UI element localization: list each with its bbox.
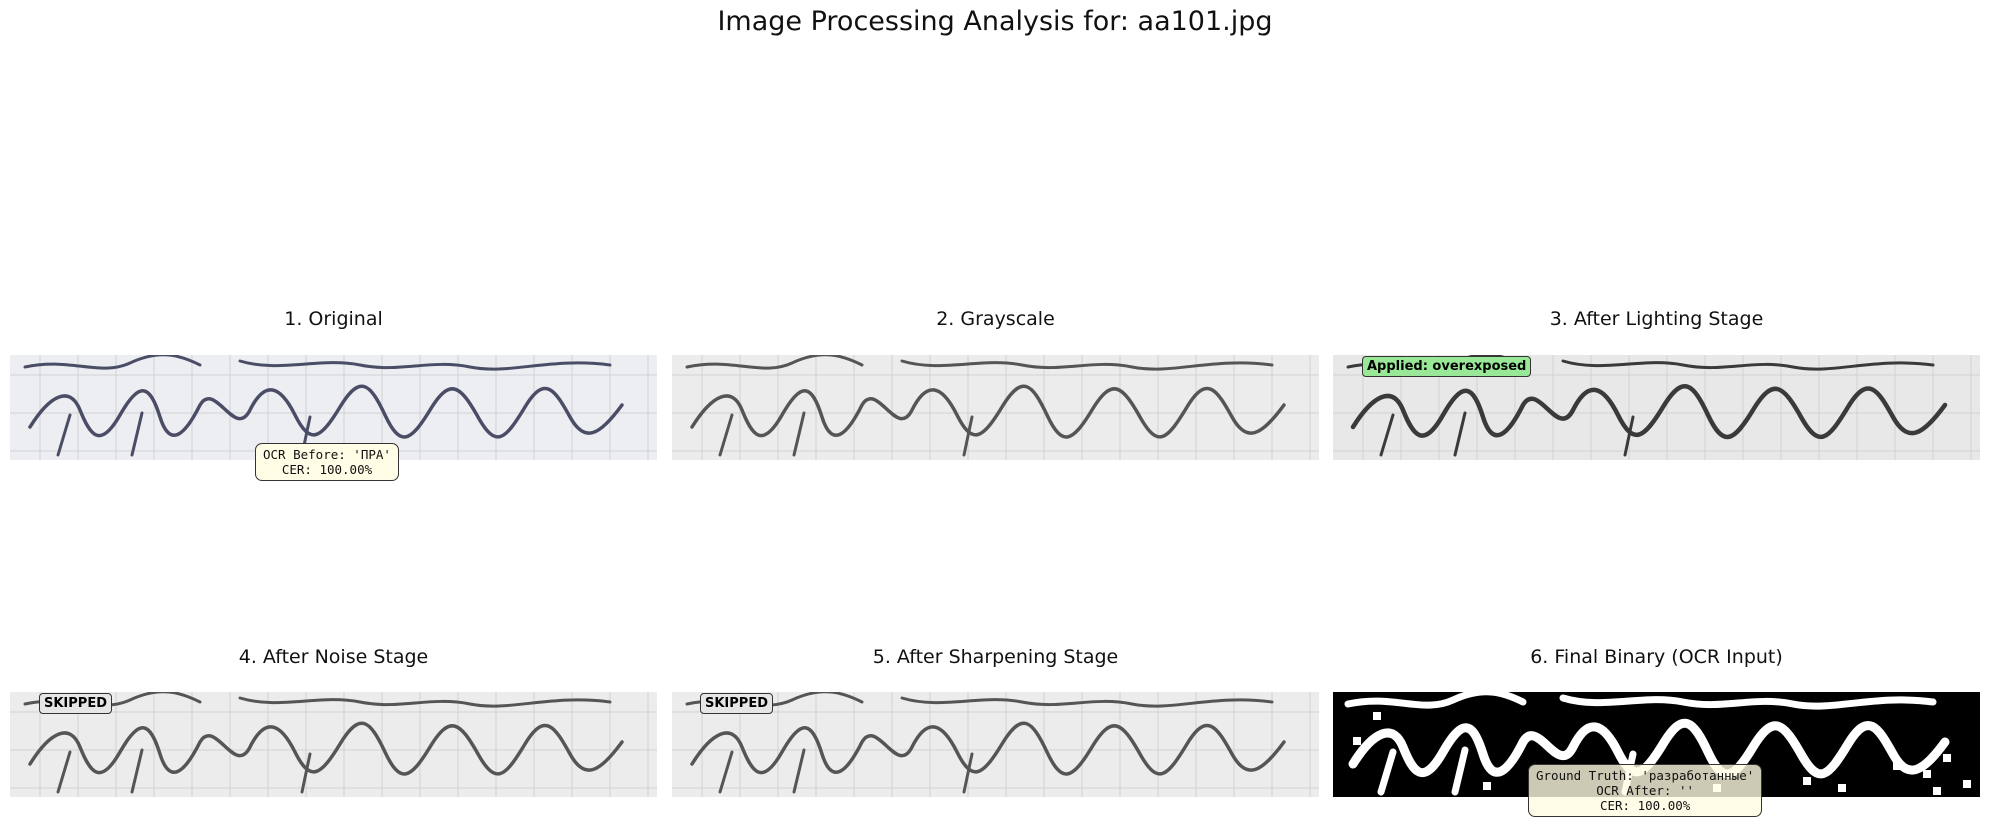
cer-after-text: CER: 100.00% xyxy=(1599,798,1691,813)
panel-title: 1. Original xyxy=(284,308,383,330)
panel-title: 6. Final Binary (OCR Input) xyxy=(1530,646,1783,668)
cer-before-text: CER: 100.00% xyxy=(281,462,373,477)
ocr-before-box: OCR Before: 'ПРА' CER: 100.00% xyxy=(255,443,399,481)
applied-badge: Applied: overexposed xyxy=(1362,356,1532,377)
handwriting-image xyxy=(672,355,1319,460)
handwriting-image xyxy=(672,692,1319,797)
handwriting-image xyxy=(10,692,657,797)
ocr-before-text: OCR Before: 'ПРА' xyxy=(263,447,391,462)
figure-title: Image Processing Analysis for: aa101.jpg xyxy=(717,6,1273,37)
handwriting-strip xyxy=(10,355,657,460)
panel-title: 5. After Sharpening Stage xyxy=(872,646,1119,668)
skipped-badge: SKIPPED xyxy=(700,693,774,714)
ocr-after-text: OCR After: '' xyxy=(1596,783,1695,798)
handwriting-strip xyxy=(672,692,1319,797)
ground-truth-text: Ground Truth: 'разработанные' xyxy=(1536,768,1755,783)
handwriting-strip xyxy=(672,355,1319,460)
handwriting-strip xyxy=(10,692,657,797)
ocr-after-box: Ground Truth: 'разработанные' OCR After:… xyxy=(1528,764,1763,817)
panel-title: 3. After Lighting Stage xyxy=(1549,308,1764,330)
panel-title: 2. Grayscale xyxy=(936,308,1055,330)
panel-title: 4. After Noise Stage xyxy=(238,646,429,668)
handwriting-image xyxy=(10,355,657,460)
skipped-badge: SKIPPED xyxy=(39,693,113,714)
